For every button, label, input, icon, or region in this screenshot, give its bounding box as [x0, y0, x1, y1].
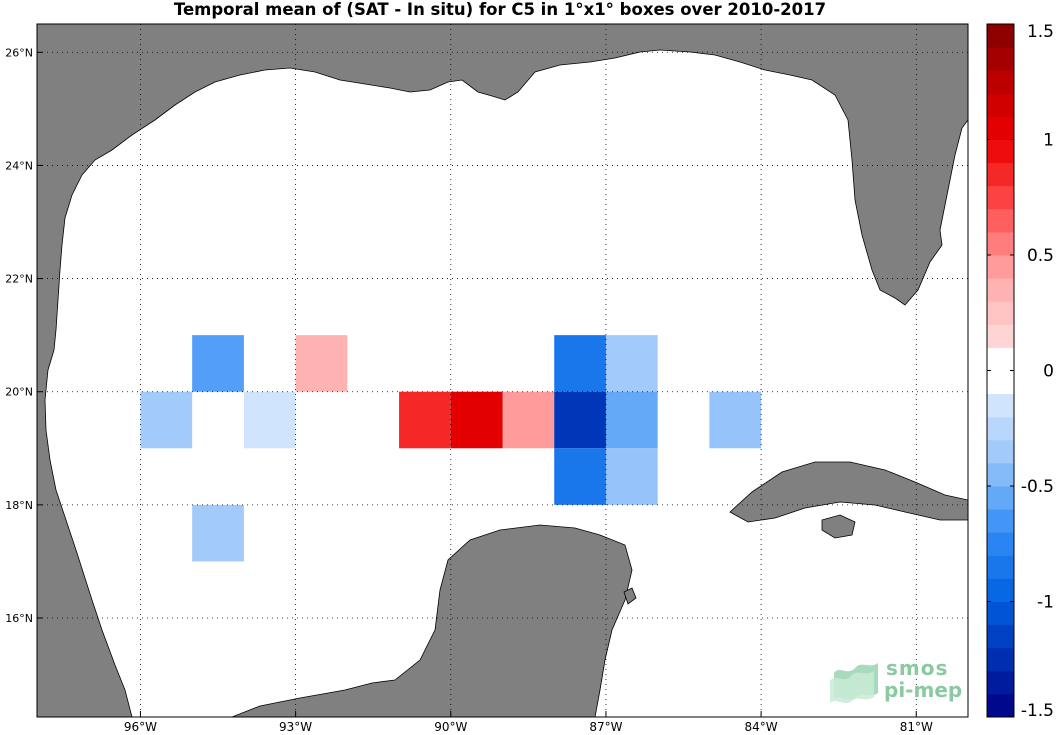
logo-wave-icon: [830, 663, 878, 703]
lon-tick-label: 93°W: [279, 720, 312, 734]
colorbar-swatch: [987, 693, 1014, 718]
isle-of-youth: [821, 514, 856, 539]
heatmap-cell: [243, 391, 296, 449]
colorbar-swatch: [987, 439, 1014, 464]
colorbar-swatch: [987, 93, 1014, 117]
cozumel: [623, 587, 637, 605]
graticule: [37, 24, 968, 717]
lon-tick-label: 81°W: [900, 720, 933, 734]
heatmap-cell: [192, 335, 244, 392]
colorbar-swatch: [987, 255, 1014, 279]
lon-tick-label: 84°W: [745, 720, 778, 734]
colorbar-tick-label: 0.5: [1027, 246, 1054, 266]
colorbar-swatch: [987, 486, 1014, 510]
colorbar-swatch: [987, 393, 1014, 418]
colorbar-swatch: [987, 462, 1014, 487]
colorbar-tick-label: 0: [1043, 362, 1054, 382]
lon-tick-label: 87°W: [589, 720, 622, 734]
map-title: Temporal mean of (SAT - In situ) for C5 …: [173, 0, 827, 19]
cuba-land: [729, 461, 968, 523]
colorbar-swatch: [987, 70, 1014, 94]
heatmap-cell: [450, 391, 503, 449]
heatmap-cells: [140, 335, 762, 562]
colorbar-tick-label: -1.5: [1021, 701, 1054, 721]
colorbar-swatch: [987, 24, 1014, 48]
map-frame: [36, 23, 969, 718]
heatmap-cell: [605, 335, 658, 392]
heatmap-cell: [554, 448, 606, 505]
heatmap-cell: [502, 391, 555, 449]
colorbar-swatch: [987, 370, 1014, 395]
lat-tick-label: 26°N: [5, 46, 33, 59]
heatmap-cell: [709, 391, 762, 449]
colorbar-swatch: [987, 139, 1014, 164]
logo-text-pimep: pi-mep: [884, 678, 963, 702]
colorbar-swatch: [987, 647, 1014, 672]
lon-tick-label: 90°W: [434, 720, 467, 734]
colorbar-swatch: [987, 185, 1014, 210]
colorbar-swatch: [987, 324, 1014, 348]
heatmap-cell: [554, 391, 606, 449]
colorbar-tick-label: -0.5: [1021, 477, 1054, 497]
lon-tick-label: 96°W: [124, 720, 157, 734]
colorbar-swatch: [987, 624, 1014, 649]
lat-tick-label: 18°N: [5, 499, 33, 512]
lat-tick-label: 22°N: [5, 273, 33, 286]
heatmap-cell: [192, 504, 244, 562]
lat-tick-label: 20°N: [5, 386, 33, 399]
colorbar-swatch: [987, 116, 1014, 140]
north-america-land: [37, 24, 968, 717]
heatmap-cell: [140, 391, 193, 449]
colorbar: -1.5 -1 -0.5 0 0.5 1 1.5: [986, 22, 1054, 721]
colorbar-swatch: [987, 532, 1014, 556]
heatmap-cell: [295, 335, 348, 392]
heatmap-cell: [605, 391, 658, 449]
heatmap-cell: [399, 391, 451, 449]
colorbar-swatch: [987, 555, 1014, 579]
colorbar-swatch: [987, 208, 1014, 233]
smos-pimep-logo: smos pi-mep: [828, 655, 968, 705]
lat-tick-label: 24°N: [5, 159, 33, 172]
colorbar-swatch: [987, 347, 1014, 371]
heatmap-cell: [554, 335, 606, 392]
heatmap-cell: [605, 448, 658, 505]
colorbar-tick-label: 1.5: [1027, 22, 1054, 42]
colorbar-swatch: [987, 509, 1014, 533]
colorbar-tick-label: -1: [1037, 593, 1054, 613]
yucatan-land: [231, 524, 633, 717]
land-layer: [37, 24, 968, 717]
colorbar-swatch: [987, 162, 1014, 187]
axis-labels: 96°W 93°W 90°W 87°W 84°W 81°W 16°N 18°N 20°N 22°N…: [5, 46, 933, 734]
colorbar-swatch: [987, 601, 1014, 626]
colorbar-swatch: [987, 47, 1014, 71]
colorbar-swatch: [987, 578, 1014, 602]
colorbar-tick-label: 1: [1043, 131, 1054, 151]
colorbar-swatch: [987, 278, 1014, 302]
logo-text-smos: smos: [886, 656, 949, 680]
colorbar-swatch: [987, 416, 1014, 441]
colorbar-swatch: [987, 670, 1014, 695]
colorbar-swatch: [987, 301, 1014, 325]
colorbar-swatch: [987, 231, 1014, 256]
lat-tick-label: 16°N: [5, 612, 33, 625]
